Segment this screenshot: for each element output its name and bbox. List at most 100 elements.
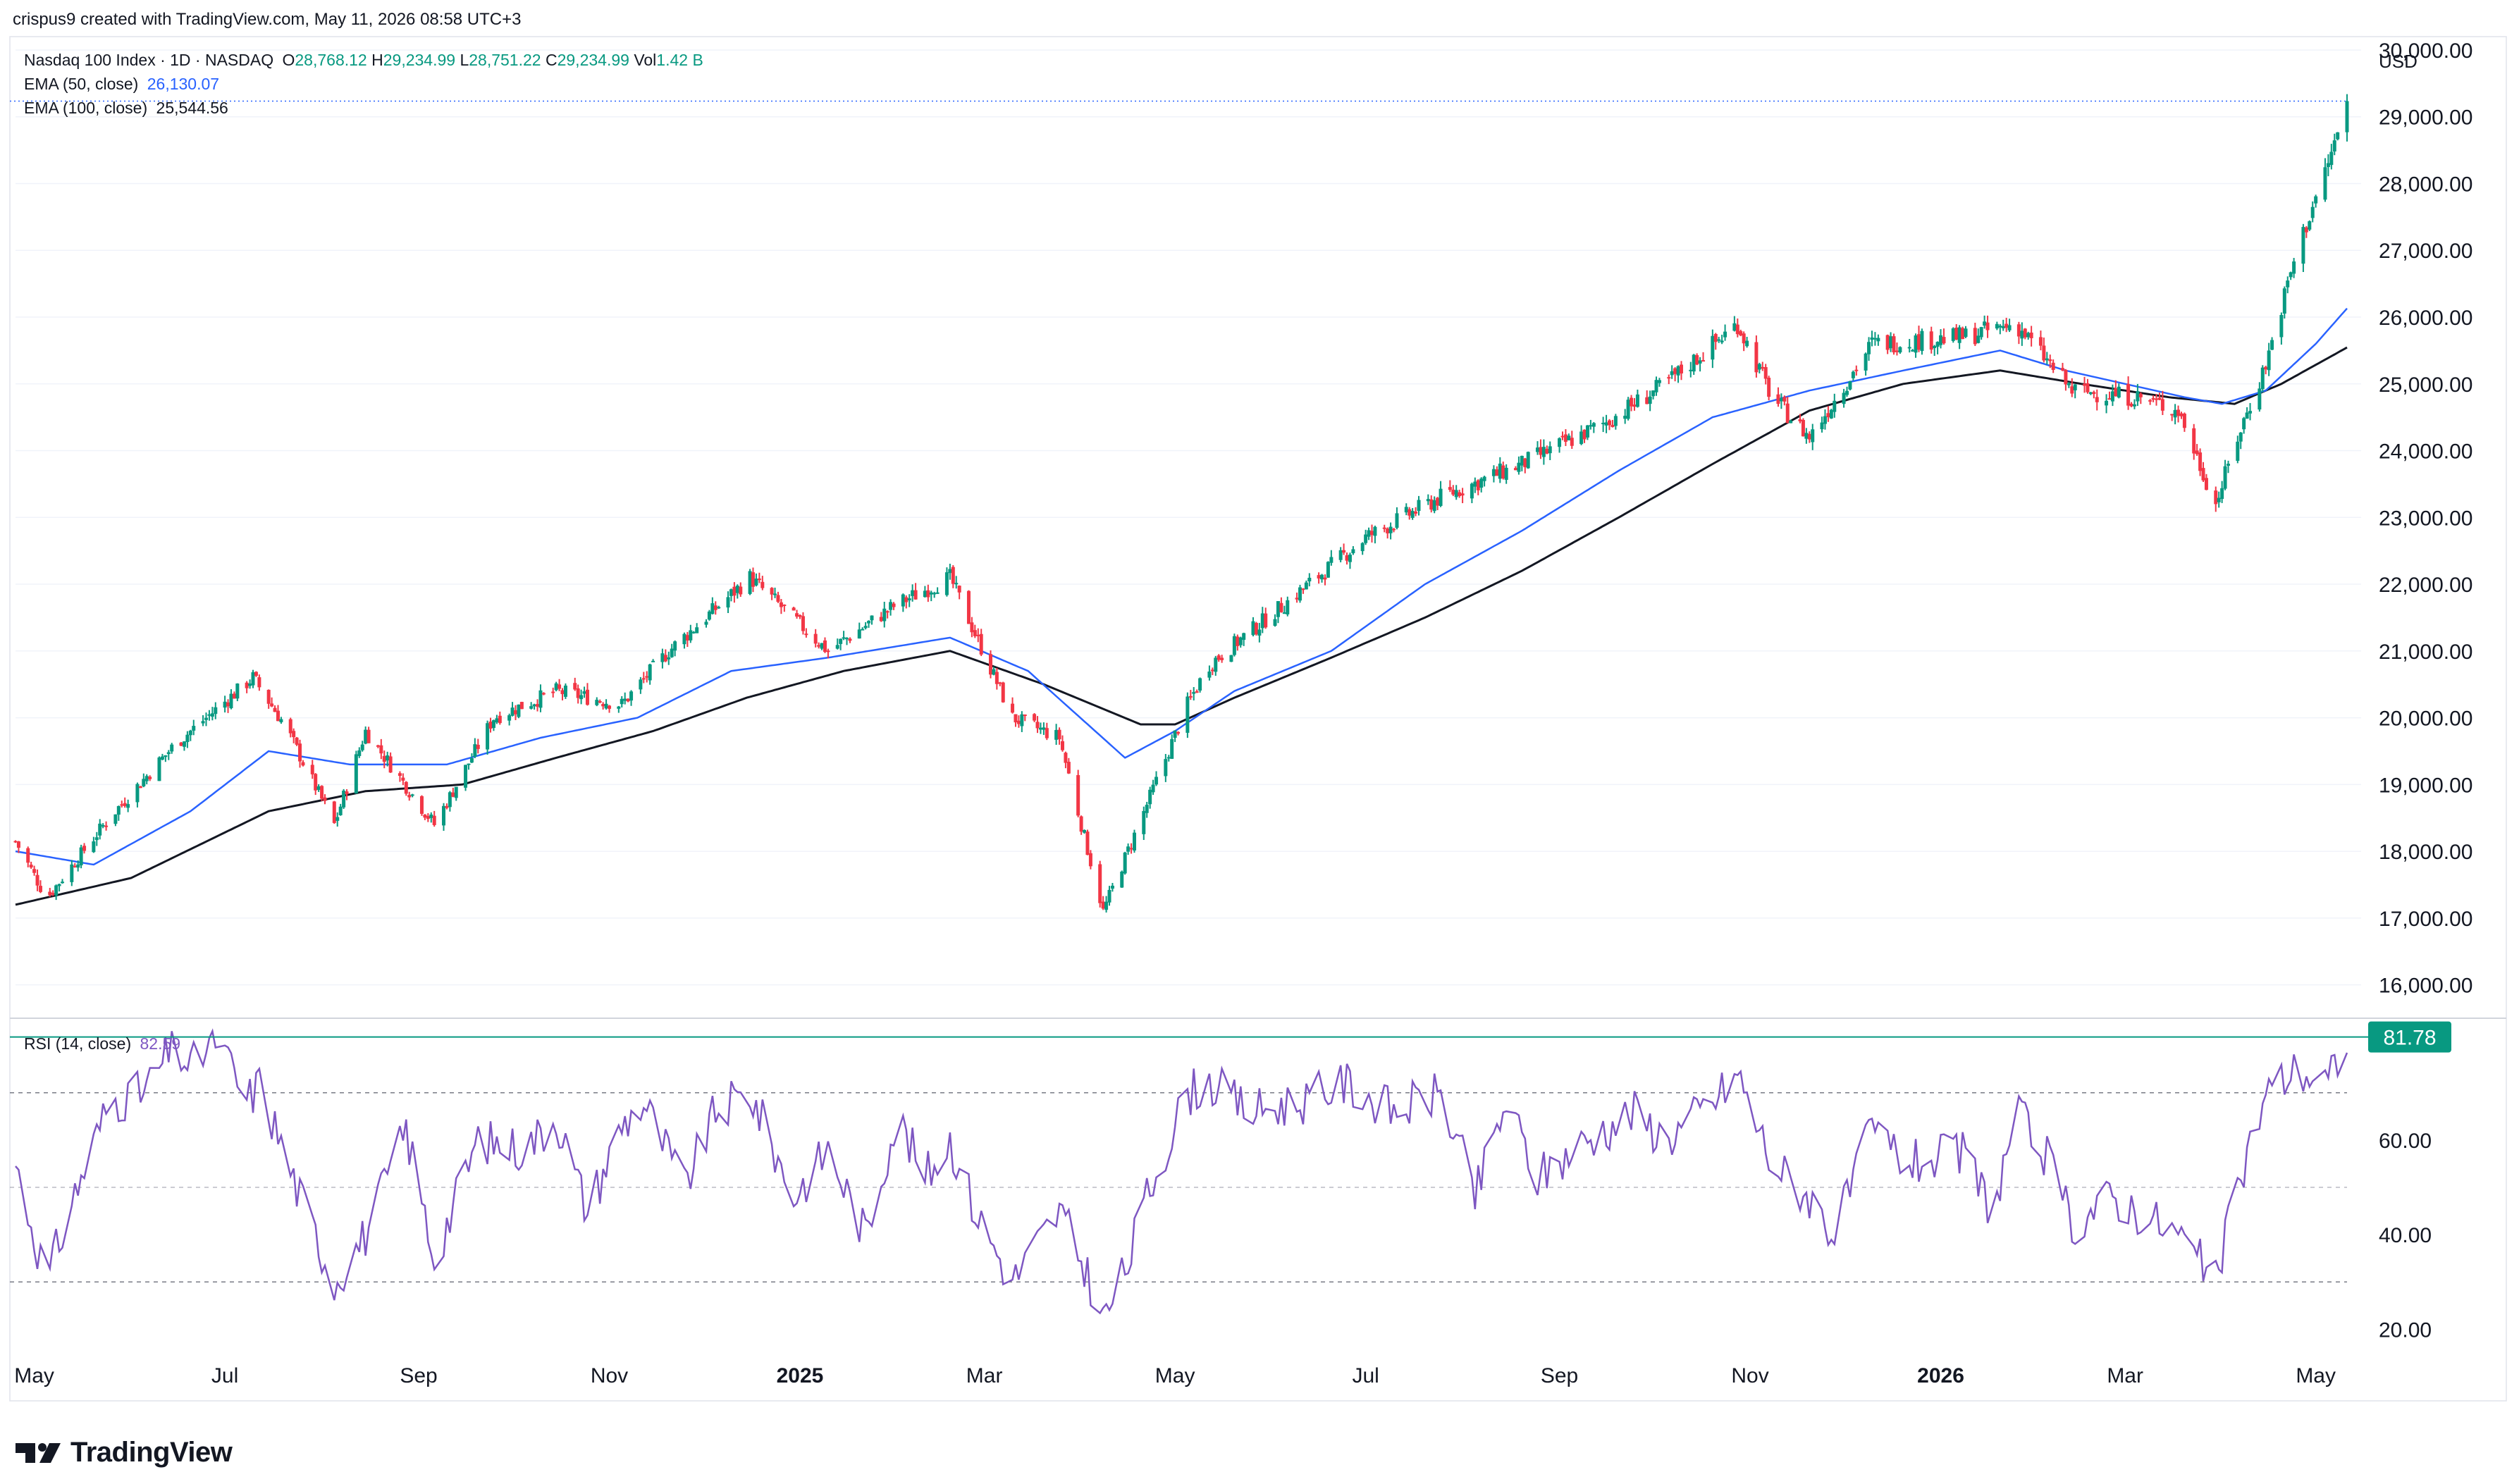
candle-down bbox=[2092, 392, 2096, 395]
candle-down bbox=[1436, 497, 1440, 506]
candle-up bbox=[729, 589, 733, 596]
open-value: 28,768.12 bbox=[295, 51, 367, 69]
candle-up bbox=[907, 598, 911, 600]
candle-up bbox=[901, 594, 905, 607]
open-label: O bbox=[282, 51, 295, 69]
price-axis-tick-label: 24,000.00 bbox=[2379, 440, 2472, 464]
candle-up bbox=[2310, 206, 2315, 218]
high-label: H bbox=[371, 51, 383, 69]
candle-down bbox=[32, 869, 37, 873]
candle-down bbox=[310, 765, 314, 774]
candle-up bbox=[1192, 692, 1196, 694]
candle-up bbox=[1307, 577, 1312, 582]
candle-up bbox=[467, 763, 471, 765]
time-axis-tick-label: Mar bbox=[966, 1364, 1003, 1387]
candle-up bbox=[673, 641, 677, 651]
candle-up bbox=[748, 571, 752, 594]
candle-up bbox=[889, 602, 893, 610]
candle-up bbox=[839, 638, 843, 644]
candle-down bbox=[1195, 691, 1199, 693]
price-axis-tick-label: 17,000.00 bbox=[2379, 908, 2472, 931]
candle-down bbox=[1916, 334, 1921, 350]
candle-down bbox=[957, 586, 961, 593]
candle-up bbox=[1517, 462, 1521, 472]
candle-down bbox=[407, 795, 412, 798]
ema100-legend[interactable]: EMA (100, close) 25,544.56 bbox=[24, 99, 228, 118]
candle-down bbox=[848, 638, 852, 641]
candle-down bbox=[608, 705, 612, 709]
candle-up bbox=[1148, 789, 1152, 805]
candle-down bbox=[2070, 386, 2074, 394]
candle-up bbox=[2045, 358, 2049, 361]
candle-up bbox=[1154, 777, 1159, 785]
candle-up bbox=[2314, 196, 2318, 204]
ema50-line bbox=[15, 307, 2348, 866]
candle-down bbox=[757, 579, 761, 581]
candle-up bbox=[2067, 383, 2071, 385]
candle-up bbox=[820, 643, 824, 649]
candle-down bbox=[379, 745, 383, 754]
ohlc-legend[interactable]: Nasdaq 100 Index · 1D · NASDAQ O28,768.1… bbox=[24, 51, 703, 70]
candle-down bbox=[1501, 465, 1505, 478]
candle-up bbox=[861, 629, 865, 631]
candle-down bbox=[966, 590, 971, 624]
candle-down bbox=[1667, 377, 1671, 379]
candle-down bbox=[1854, 369, 1859, 371]
candle-down bbox=[1429, 499, 1434, 510]
price-axis-tick-label: 20,000.00 bbox=[2379, 707, 2472, 731]
candle-down bbox=[426, 816, 430, 820]
candle-up bbox=[1410, 511, 1415, 518]
candle-down bbox=[35, 874, 39, 886]
candle-down bbox=[998, 682, 1002, 684]
rsi-badge-value: 81.78 bbox=[2383, 1027, 2436, 1050]
candle-up bbox=[2073, 384, 2077, 390]
candle-down bbox=[266, 689, 271, 704]
candle-up bbox=[1198, 678, 1202, 691]
price-axis-tick-label: 28,000.00 bbox=[2379, 173, 2472, 196]
candle-down bbox=[976, 634, 980, 636]
rsi-legend[interactable]: RSI (14, close) 82.59 bbox=[24, 1034, 180, 1053]
candle-up bbox=[76, 864, 80, 868]
time-axis-tick-label: Mar bbox=[2107, 1364, 2143, 1387]
candle-down bbox=[1826, 413, 1830, 418]
candle-up bbox=[1995, 323, 1999, 329]
time-axis-tick-label: May bbox=[1155, 1364, 1195, 1387]
candle-up bbox=[1848, 381, 1852, 390]
candle-down bbox=[892, 603, 896, 607]
candle-up bbox=[1260, 613, 1264, 629]
candle-up bbox=[1745, 340, 1749, 347]
low-label: L bbox=[460, 51, 469, 69]
candle-up bbox=[210, 713, 214, 717]
candle-up bbox=[1873, 338, 1877, 340]
time-axis-tick-label: May bbox=[2296, 1364, 2336, 1387]
candle-down bbox=[1045, 728, 1049, 738]
candle-down bbox=[1673, 368, 1677, 374]
candle-down bbox=[1545, 448, 1549, 454]
candle-down bbox=[2148, 400, 2152, 402]
time-axis-tick-label: Nov bbox=[591, 1364, 628, 1387]
candle-up bbox=[954, 583, 959, 585]
candle-up bbox=[464, 765, 468, 788]
candle-down bbox=[1014, 714, 1018, 723]
candle-down bbox=[1807, 433, 1811, 440]
candle-up bbox=[1976, 335, 1981, 343]
symbol-label[interactable]: Nasdaq 100 Index · 1D · NASDAQ bbox=[24, 51, 274, 69]
candle-up bbox=[1623, 416, 1627, 419]
candle-up bbox=[1979, 327, 1983, 338]
candle-up bbox=[2217, 497, 2221, 502]
candle-down bbox=[1236, 636, 1240, 646]
ema50-legend[interactable]: EMA (50, close) 26,130.07 bbox=[24, 75, 219, 94]
candle-down bbox=[2060, 368, 2064, 371]
candle-up bbox=[1717, 339, 1721, 341]
candle-down bbox=[138, 786, 142, 789]
candle-down bbox=[573, 683, 577, 690]
candle-up bbox=[1351, 549, 1355, 554]
tradingview-logo[interactable]: TradingView bbox=[16, 1437, 233, 1468]
candle-up bbox=[1298, 587, 1302, 601]
candle-down bbox=[1458, 492, 1462, 496]
candle-up bbox=[1417, 500, 1421, 512]
candle-down bbox=[979, 633, 983, 655]
candle-up bbox=[1042, 727, 1046, 730]
candle-down bbox=[951, 567, 955, 584]
candle-up bbox=[1604, 422, 1608, 426]
